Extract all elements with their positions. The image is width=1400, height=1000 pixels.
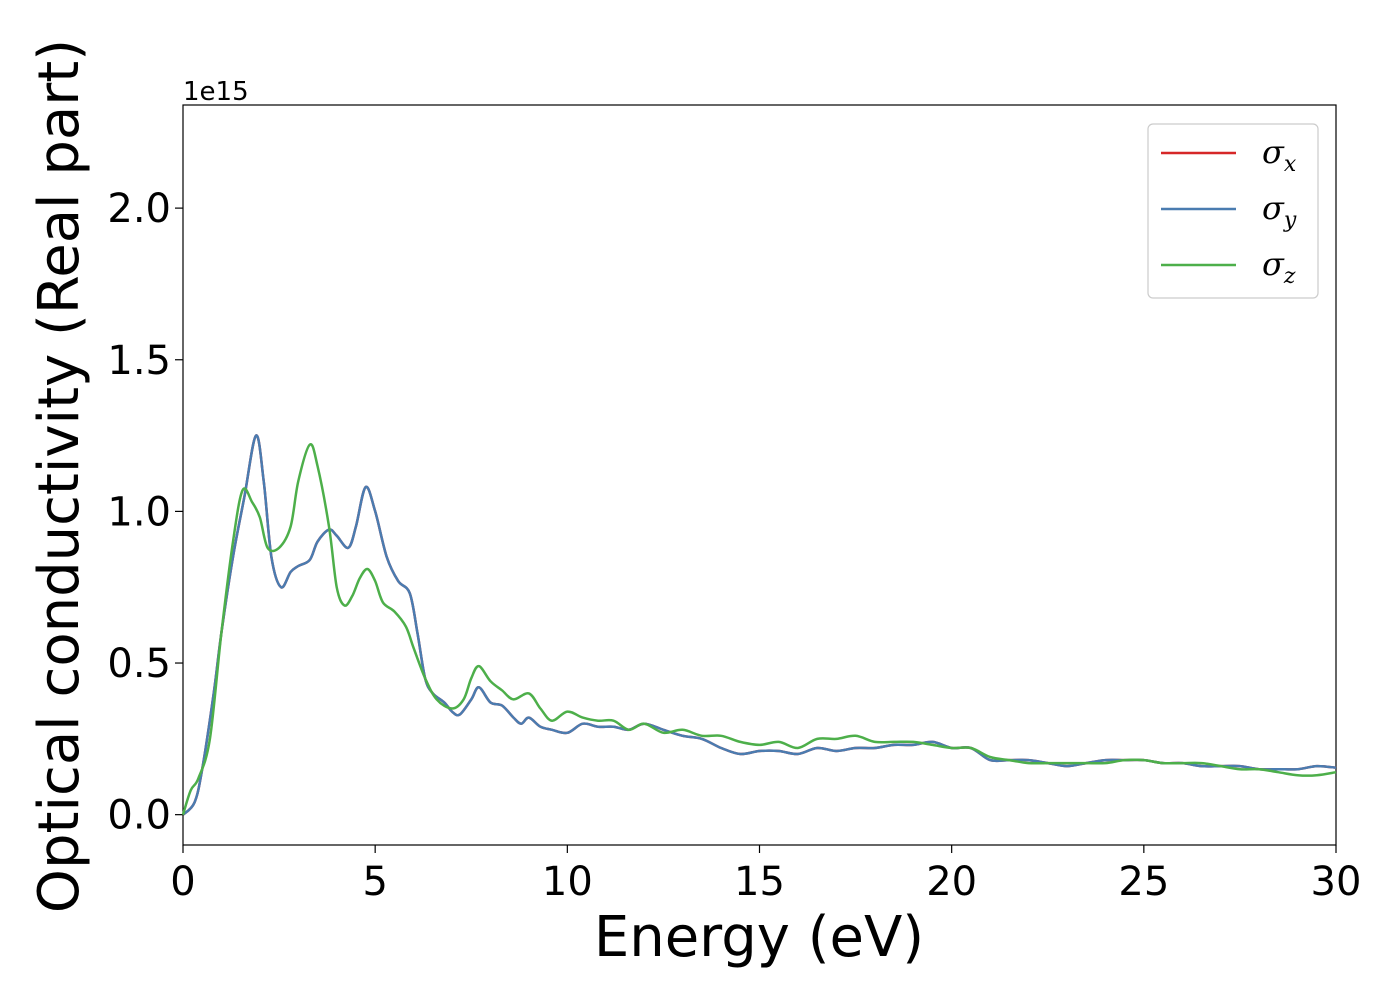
- legend-label-sigma-z: σz: [1262, 245, 1296, 289]
- y-tick-label: 0.5: [107, 641, 171, 687]
- x-tick-label: 0: [170, 859, 195, 905]
- series-line-sigma-y: [182, 434, 1337, 816]
- y-tick-label: 1.5: [107, 338, 171, 384]
- y-axis-offset-label: 1e15: [183, 77, 249, 107]
- y-tick-label: 0.0: [107, 793, 171, 839]
- x-tick-label: 30: [1311, 859, 1362, 905]
- x-tick-label: 25: [1118, 859, 1169, 905]
- legend-box: [1147, 123, 1319, 299]
- x-tick-label: 15: [734, 859, 785, 905]
- legend-label-sigma-y: σy: [1262, 189, 1297, 233]
- y-tick-label: 1.0: [107, 489, 171, 535]
- axes-layer: 0 5 10 15 20 25 30 0.0 0.5 1.0 1.5 2.0: [107, 104, 1362, 905]
- x-tick-label: 5: [362, 859, 387, 905]
- legend-label-sigma-x: σx: [1262, 133, 1297, 177]
- x-tick-label: 10: [542, 859, 593, 905]
- series-line-sigma-z: [181, 443, 1337, 816]
- series-line-sigma-x: [182, 434, 1337, 816]
- series-layer: [181, 434, 1337, 816]
- y-tick-label: 2.0: [107, 186, 171, 232]
- legend: σx σy σz: [1147, 123, 1319, 299]
- x-axis-label: Energy (eV): [594, 905, 924, 970]
- x-tick-label: 20: [926, 859, 977, 905]
- y-axis-label: Optical conductivity (Real part): [27, 39, 92, 913]
